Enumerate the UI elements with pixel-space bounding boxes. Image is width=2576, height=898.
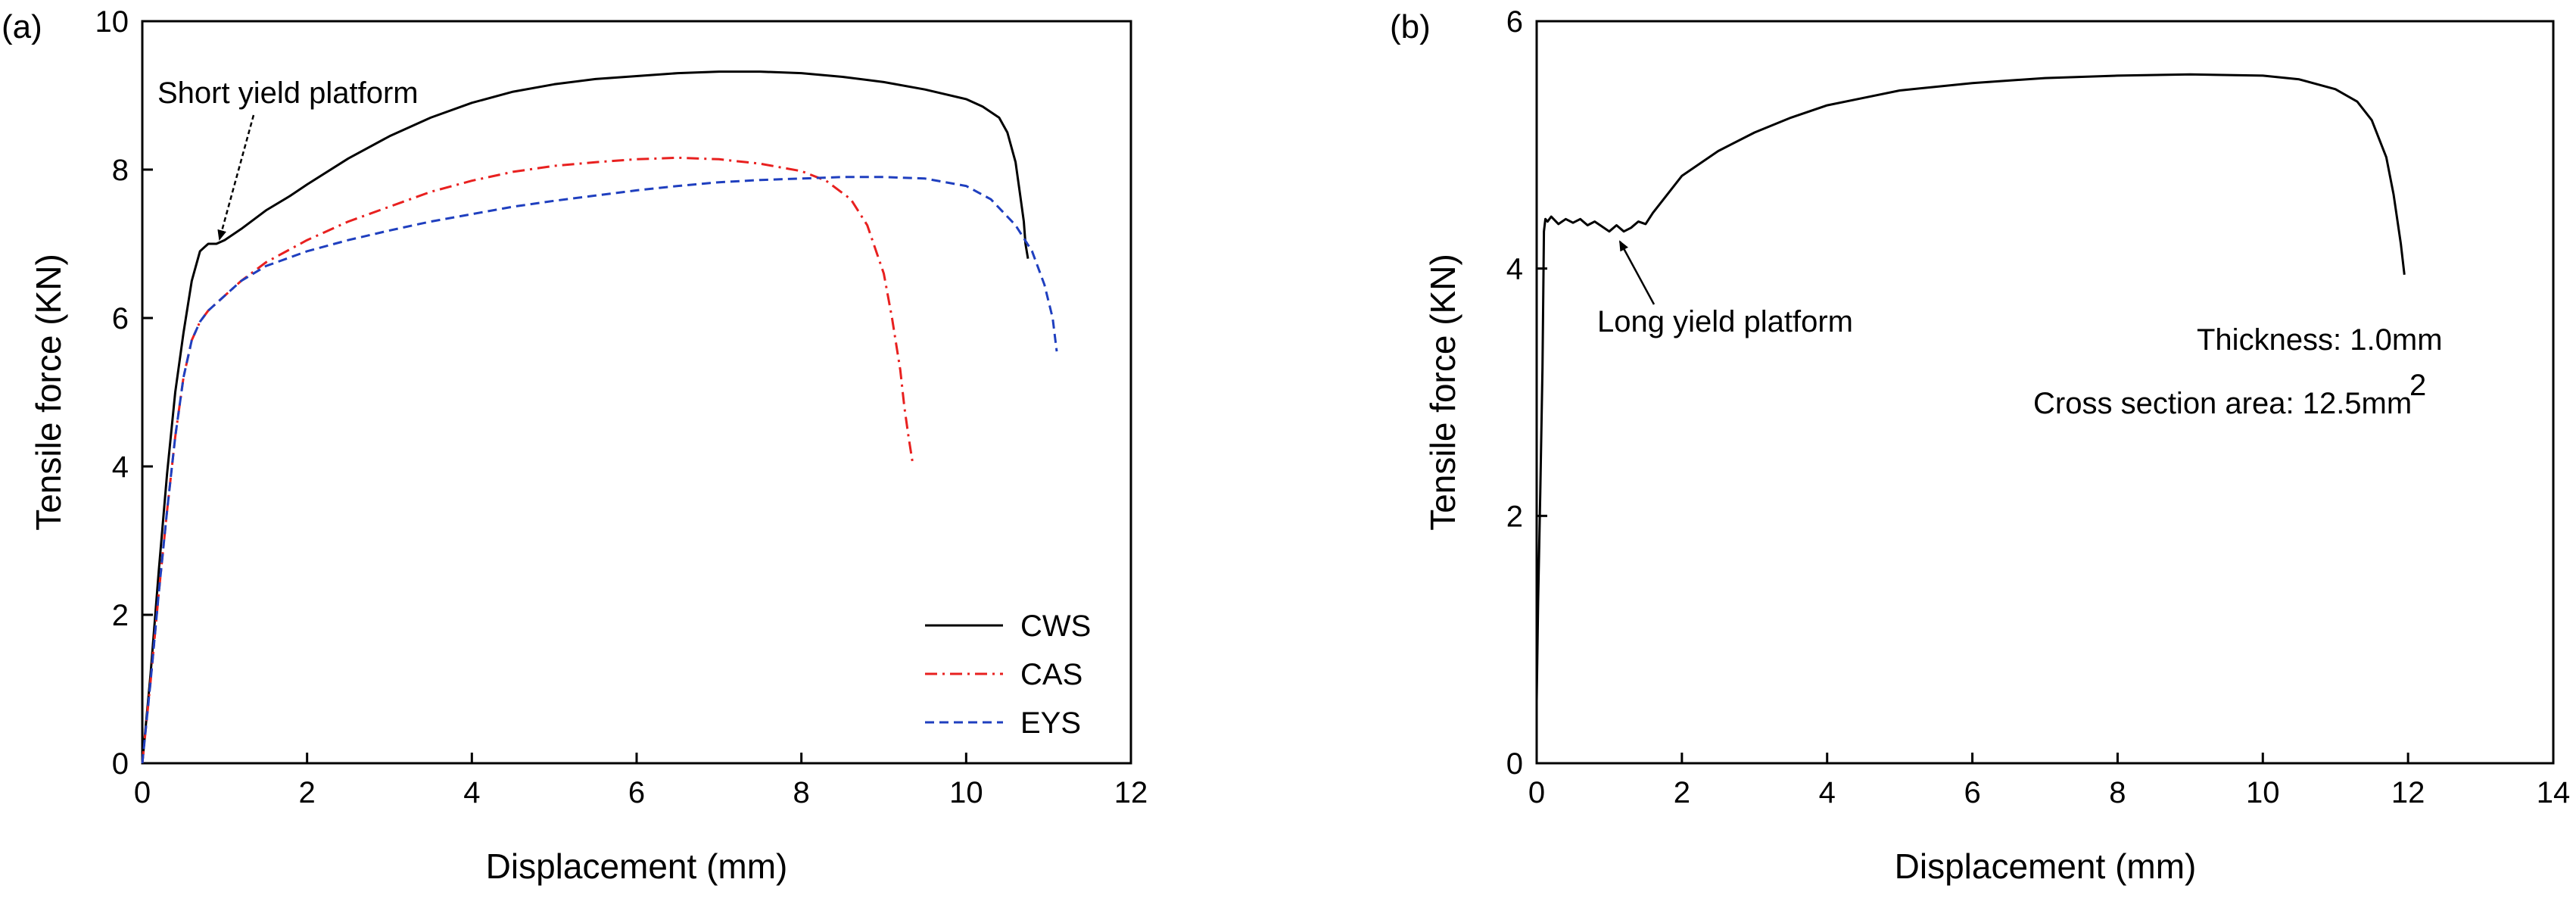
x-tick-label: 6: [1964, 776, 1980, 809]
y-tick-label: 8: [112, 154, 129, 187]
legend-label-cas: CAS: [1020, 658, 1082, 691]
legend-label-eys: EYS: [1020, 706, 1081, 740]
panel-b-y-ticks: 0 2 4 6: [1506, 5, 1547, 781]
panel-a-x-axis-label: Displacement (mm): [486, 847, 788, 886]
panel-a-label: (a): [2, 8, 42, 45]
x-tick-label: 10: [949, 776, 983, 809]
x-tick-label: 2: [299, 776, 316, 809]
annot-short-yield-platform: Short yield platform: [157, 76, 419, 110]
series-line-tensile-curve: [1535, 73, 2406, 702]
panel-a-plot-frame: [141, 20, 1132, 765]
annot-cross-section-area: Cross section area: 12.5mm: [2033, 387, 2412, 420]
panel-b-x-ticks: 0 2 4 6 8 10 12 14: [1528, 753, 2570, 809]
panel-b-plot-frame: [1535, 20, 2555, 765]
panel-b-label: (b): [1390, 8, 1431, 45]
panel-b-series-lines: [1535, 73, 2406, 702]
legend-label-cws: CWS: [1020, 610, 1091, 643]
x-tick-label: 12: [2391, 776, 2425, 809]
panel-a-series-lines: [141, 70, 1058, 764]
x-tick-label: 6: [628, 776, 645, 809]
y-tick-label: 6: [1506, 5, 1523, 39]
series-line-cas: [141, 156, 914, 764]
panel-a-legend: CWS CAS EYS: [925, 610, 1091, 740]
x-tick-label: 14: [2537, 776, 2571, 809]
y-tick-label: 6: [112, 302, 129, 335]
x-tick-label: 0: [134, 776, 151, 809]
series-line-eys: [141, 176, 1058, 764]
x-tick-label: 4: [463, 776, 480, 809]
x-tick-label: 4: [1819, 776, 1836, 809]
x-tick-label: 0: [1528, 776, 1545, 809]
x-tick-label: 8: [2109, 776, 2126, 809]
y-tick-label: 0: [112, 747, 129, 781]
panel-a-y-ticks: 0 2 4 6 8 10: [95, 5, 153, 781]
y-tick-label: 4: [112, 451, 129, 484]
panel-b-chart: (b) 0 2 4 6 8 10 12 14 0 2 4 6 Displacement (mm) T…: [1390, 5, 2570, 886]
y-tick-label: 0: [1506, 747, 1523, 781]
y-tick-label: 4: [1506, 253, 1523, 286]
panel-a-x-ticks: 0 2 4 6 8 10 12: [134, 753, 1148, 809]
annot-thickness: Thickness: 1.0mm: [2197, 323, 2443, 357]
y-tick-label: 2: [1506, 500, 1523, 533]
annot-cross-section-superscript: 2: [2409, 369, 2426, 402]
x-tick-label: 2: [1674, 776, 1690, 809]
x-tick-label: 12: [1114, 776, 1148, 809]
annot-short-yield-arrow: [217, 114, 255, 241]
x-tick-label: 10: [2246, 776, 2280, 809]
annot-long-yield-arrow: [1618, 240, 1656, 305]
panel-b-x-axis-label: Displacement (mm): [1895, 847, 2197, 886]
y-tick-label: 10: [95, 5, 129, 39]
series-line-cws: [141, 70, 1029, 764]
annot-long-yield-platform: Long yield platform: [1597, 305, 1853, 338]
panel-a-y-axis-label: Tensile force (KN): [29, 254, 68, 531]
x-tick-label: 8: [793, 776, 810, 809]
y-tick-label: 2: [112, 599, 129, 632]
panel-b-y-axis-label: Tensile force (KN): [1423, 254, 1462, 531]
